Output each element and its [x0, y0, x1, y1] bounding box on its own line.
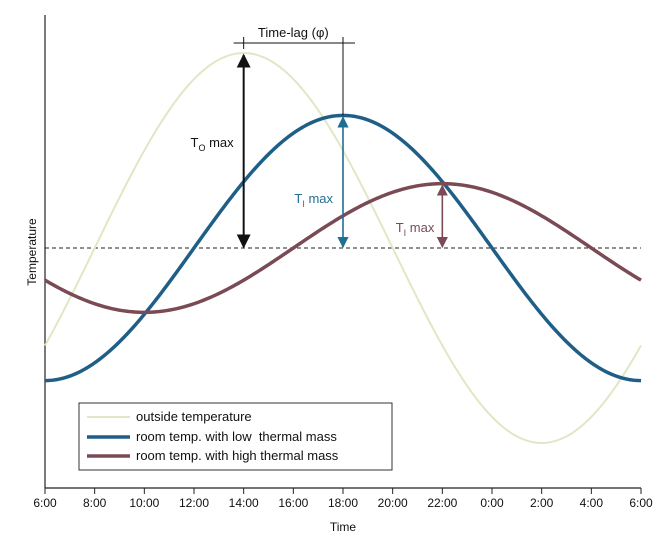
x-tick-label: 22:00: [427, 496, 457, 510]
x-axis-title: Time: [330, 520, 357, 534]
legend-label-outside: outside temperature: [136, 409, 252, 424]
legend-label-low-mass: room temp. with low thermal mass: [136, 429, 337, 444]
y-axis-title: Temperature: [25, 218, 39, 286]
x-tick-label: 6:00: [629, 496, 653, 510]
x-tick-label: 6:00: [33, 496, 57, 510]
x-tick-label: 0:00: [480, 496, 504, 510]
x-tick-label: 14:00: [229, 496, 259, 510]
time-lag-label: Time-lag (φ): [258, 25, 329, 40]
x-tick-label: 16:00: [278, 496, 308, 510]
annotation-layer: Time-lag (φ) TO max TI max TI max: [191, 25, 448, 249]
legend: outside temperature room temp. with low …: [78, 402, 393, 471]
x-tick-label: 18:00: [328, 496, 358, 510]
outside-max-label: TO max: [191, 135, 235, 153]
high-mass-max-label: TI max: [396, 220, 435, 238]
legend-box: [78, 402, 393, 471]
low-mass-max-label: TI max: [294, 191, 333, 209]
x-tick-label: 8:00: [83, 496, 107, 510]
x-tick-label: 12:00: [179, 496, 209, 510]
x-tick-label: 2:00: [530, 496, 554, 510]
legend-label-high-mass: room temp. with high thermal mass: [136, 448, 339, 463]
x-tick-label: 10:00: [129, 496, 159, 510]
x-tick-label: 20:00: [378, 496, 408, 510]
x-tick-label: 4:00: [580, 496, 604, 510]
x-ticks: 6:00 8:00 10:00 12:00 14:00 16:00 18:00 20:00 22…: [33, 488, 653, 510]
